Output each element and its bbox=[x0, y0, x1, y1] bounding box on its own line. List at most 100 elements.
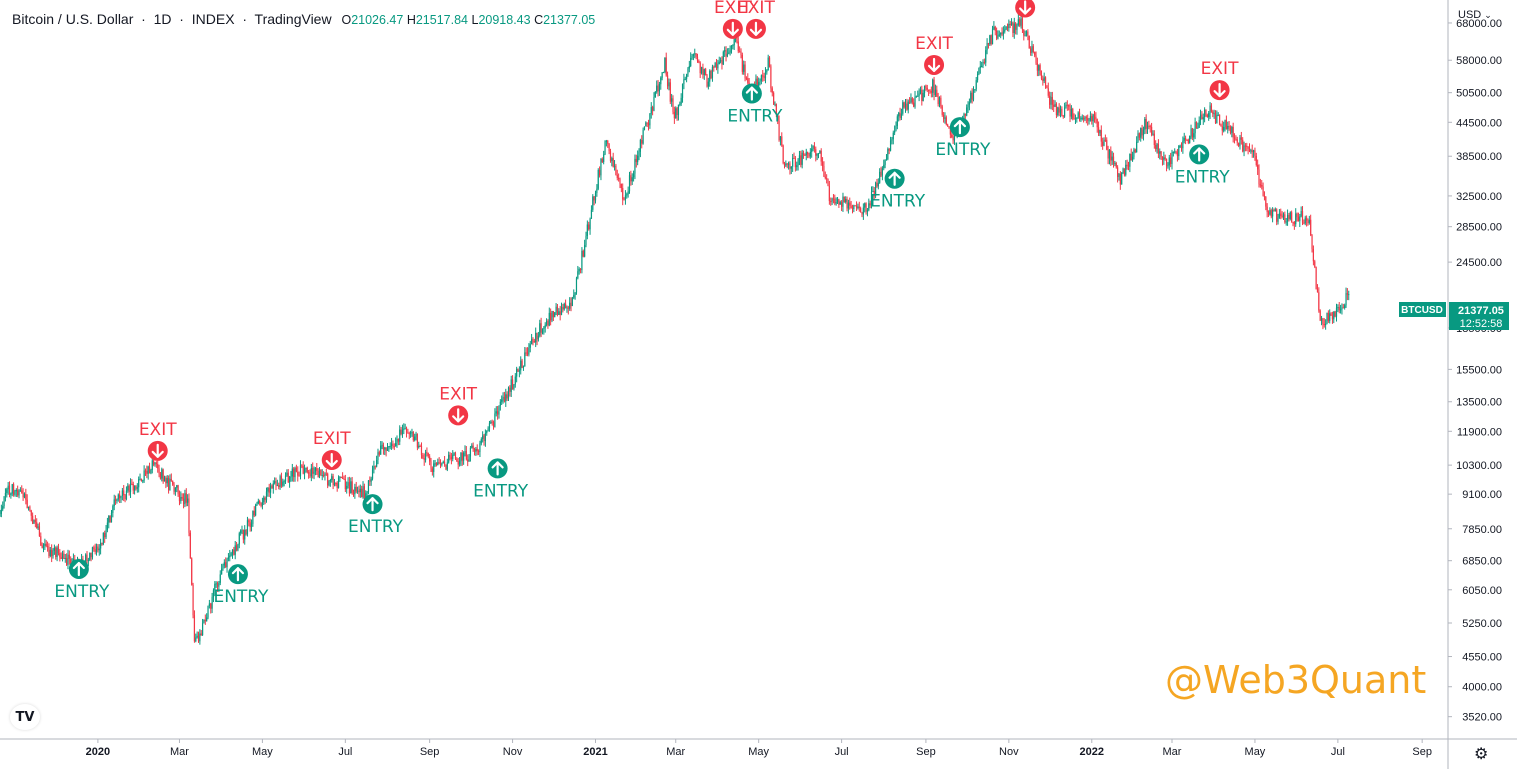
candle-body bbox=[543, 327, 545, 329]
candle-body bbox=[214, 583, 216, 591]
candle-body bbox=[1017, 19, 1019, 25]
candle-body bbox=[505, 394, 507, 402]
candle-body bbox=[310, 467, 312, 477]
candle-body bbox=[219, 574, 221, 583]
candle-body bbox=[1193, 133, 1195, 138]
candle-body bbox=[562, 306, 564, 310]
interval-label[interactable]: 1D bbox=[153, 11, 172, 27]
candle-body bbox=[1278, 213, 1281, 218]
source-label: TradingView bbox=[254, 11, 332, 27]
candle-body bbox=[664, 57, 666, 72]
candle-body bbox=[1044, 77, 1047, 86]
candle-body bbox=[1284, 214, 1286, 223]
candle-body bbox=[845, 198, 847, 202]
candle-body bbox=[941, 106, 943, 115]
candle-body bbox=[460, 452, 462, 462]
candle-body bbox=[555, 306, 557, 313]
candle-body bbox=[847, 202, 850, 209]
price-tick-label: 58000.00 bbox=[1456, 55, 1502, 67]
candle-body bbox=[40, 536, 42, 546]
candle-body bbox=[1325, 323, 1327, 326]
candle-body bbox=[1138, 133, 1140, 138]
candle-body bbox=[1164, 157, 1166, 159]
candle-body bbox=[461, 452, 463, 461]
legend-sep: · bbox=[175, 11, 188, 27]
candle-body bbox=[386, 447, 389, 451]
candle-body bbox=[1197, 127, 1199, 129]
candle-body bbox=[1214, 113, 1217, 123]
time-axis[interactable]: 2020 Mar May Jul Sep Nov 2021 Mar May Jul Sep Nov 20… bbox=[86, 739, 1432, 758]
candle-body bbox=[768, 57, 771, 67]
candle-body bbox=[647, 123, 650, 126]
time-tick-label: 2022 bbox=[1080, 746, 1104, 758]
candle-body bbox=[626, 194, 628, 196]
candle-body bbox=[430, 461, 432, 469]
candle-body bbox=[690, 57, 692, 67]
candle-body bbox=[1238, 142, 1240, 146]
candle-body bbox=[533, 341, 535, 343]
candle-body bbox=[1097, 127, 1100, 134]
candle-body bbox=[306, 467, 308, 473]
candle-body bbox=[229, 555, 231, 558]
candle-body bbox=[938, 97, 941, 105]
candle-body bbox=[259, 501, 261, 504]
candle-body bbox=[343, 478, 345, 480]
price-axis[interactable]: 68000.00 58000.00 50500.00 44500.00 38500.00… bbox=[1448, 18, 1502, 724]
candle-body bbox=[438, 462, 440, 464]
candle-body bbox=[253, 510, 255, 516]
candle-body bbox=[783, 163, 786, 166]
candle-body bbox=[968, 102, 971, 105]
candle-body bbox=[482, 435, 484, 440]
candle-body bbox=[944, 117, 946, 119]
candle-body bbox=[588, 224, 590, 230]
currency-select[interactable]: USD ⌄ bbox=[1458, 9, 1492, 21]
candle-body bbox=[377, 452, 379, 461]
gear-icon[interactable]: ⚙ bbox=[1474, 746, 1489, 763]
candle-body bbox=[1040, 74, 1043, 79]
candle-body bbox=[569, 302, 571, 309]
candle-body bbox=[1286, 215, 1289, 222]
candle-body bbox=[1051, 96, 1053, 105]
candle-body bbox=[143, 470, 145, 481]
candle-body bbox=[816, 153, 818, 156]
candle-body bbox=[298, 475, 300, 477]
candle-body bbox=[173, 484, 175, 492]
candle-body bbox=[339, 477, 341, 479]
candle-body bbox=[694, 53, 696, 55]
candle-body bbox=[975, 80, 977, 90]
candle-body bbox=[1157, 143, 1159, 154]
candle-body bbox=[237, 544, 239, 551]
candle-body bbox=[601, 159, 603, 162]
candle-body bbox=[990, 35, 992, 45]
candle-body bbox=[206, 617, 208, 622]
candle-body bbox=[352, 492, 355, 495]
symbol-name[interactable]: Bitcoin / U.S. Dollar bbox=[12, 11, 134, 27]
candle-body bbox=[1201, 114, 1203, 120]
candle-body bbox=[1248, 148, 1251, 151]
tradingview-logo-icon[interactable]: TV bbox=[10, 704, 40, 730]
candle-body bbox=[188, 498, 190, 533]
candle-body bbox=[1089, 116, 1092, 121]
candle-body bbox=[322, 474, 325, 476]
candle-body bbox=[870, 191, 873, 206]
candle-body bbox=[1127, 165, 1130, 167]
candle-body bbox=[268, 487, 270, 493]
candle-body bbox=[802, 152, 805, 155]
candle-body bbox=[427, 453, 429, 457]
candle-body bbox=[1021, 18, 1024, 30]
candle-body bbox=[163, 477, 166, 482]
candle-body bbox=[1013, 23, 1015, 34]
candle-body bbox=[1087, 118, 1089, 121]
symbol-legend[interactable]: Bitcoin / U.S. Dollar · 1D · INDEX · Tra… bbox=[12, 11, 595, 27]
price-tick-label: 4000.00 bbox=[1462, 682, 1502, 694]
candle-body bbox=[520, 360, 522, 371]
candle-body bbox=[1233, 137, 1236, 139]
candle-body bbox=[132, 484, 134, 491]
candle-body bbox=[1130, 153, 1132, 161]
candle-body bbox=[660, 77, 662, 85]
candle-body bbox=[571, 297, 574, 307]
candle-body bbox=[1308, 219, 1310, 224]
candle-body bbox=[12, 484, 15, 495]
